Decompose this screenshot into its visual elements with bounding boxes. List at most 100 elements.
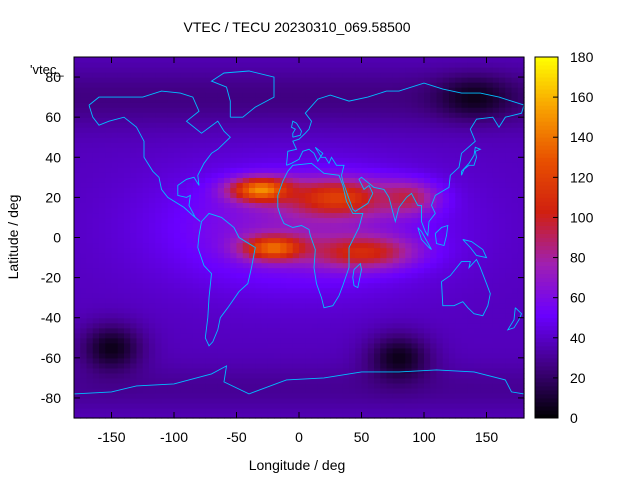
heatmap-cell bbox=[124, 72, 131, 78]
heatmap-cell bbox=[386, 287, 394, 294]
heatmap-cell bbox=[449, 177, 456, 183]
heatmap-cell bbox=[117, 332, 125, 339]
heatmap-cell bbox=[492, 247, 500, 254]
heatmap-cell bbox=[336, 102, 344, 108]
heatmap-cell bbox=[92, 117, 100, 123]
heatmap-cell bbox=[411, 292, 419, 299]
heatmap-cell bbox=[136, 387, 144, 394]
heatmap-cell bbox=[86, 137, 94, 143]
heatmap-cell bbox=[211, 117, 219, 123]
heatmap-cell bbox=[161, 367, 169, 374]
heatmap-cell bbox=[180, 392, 188, 399]
heatmap-cell bbox=[336, 332, 344, 339]
heatmap-cell bbox=[449, 62, 456, 68]
heatmap-cell bbox=[224, 412, 231, 419]
heatmap-cell bbox=[105, 382, 113, 389]
heatmap-cell bbox=[330, 192, 338, 198]
heatmap-cell bbox=[180, 62, 188, 68]
heatmap-cell bbox=[480, 157, 488, 163]
heatmap-cell bbox=[480, 97, 488, 103]
heatmap-cell bbox=[430, 192, 438, 198]
heatmap-cell bbox=[305, 147, 313, 153]
heatmap-cell bbox=[430, 347, 438, 354]
heatmap-cell bbox=[261, 342, 269, 349]
heatmap-cell bbox=[274, 132, 281, 138]
heatmap-cell bbox=[286, 167, 294, 173]
heatmap-cell bbox=[236, 242, 244, 249]
heatmap-cell bbox=[261, 187, 269, 193]
heatmap-cell bbox=[86, 217, 94, 224]
heatmap-cell bbox=[492, 412, 500, 419]
heatmap-cell bbox=[386, 122, 394, 128]
heatmap-cell bbox=[211, 67, 219, 73]
heatmap-cell bbox=[355, 357, 363, 364]
heatmap-cell bbox=[149, 282, 156, 289]
heatmap-cell bbox=[74, 192, 81, 198]
heatmap-cell bbox=[430, 237, 438, 244]
heatmap-cell bbox=[424, 207, 431, 214]
heatmap-cell bbox=[405, 362, 413, 369]
heatmap-cell bbox=[117, 212, 125, 219]
heatmap-cell bbox=[242, 217, 250, 224]
heatmap-cell bbox=[211, 297, 219, 304]
heatmap-cell bbox=[486, 212, 494, 219]
heatmap-cell bbox=[130, 162, 138, 168]
heatmap-cell bbox=[342, 292, 350, 299]
heatmap-cell bbox=[274, 322, 281, 329]
heatmap-cell bbox=[467, 392, 475, 399]
heatmap-cell bbox=[92, 132, 100, 138]
heatmap-cell bbox=[211, 92, 219, 98]
heatmap-cell bbox=[242, 267, 250, 274]
heatmap-cell bbox=[167, 272, 175, 279]
heatmap-cell bbox=[336, 382, 344, 389]
heatmap-cell bbox=[92, 127, 100, 133]
heatmap-cell bbox=[299, 237, 306, 244]
heatmap-cell bbox=[192, 337, 200, 344]
heatmap-cell bbox=[292, 227, 300, 234]
heatmap-cell bbox=[305, 402, 313, 409]
heatmap-cell bbox=[361, 257, 369, 264]
heatmap-cell bbox=[242, 162, 250, 168]
heatmap-cell bbox=[286, 352, 294, 359]
heatmap-cell bbox=[367, 377, 375, 384]
heatmap-cell bbox=[424, 157, 431, 163]
heatmap-cell bbox=[180, 377, 188, 384]
heatmap-cell bbox=[255, 327, 263, 334]
heatmap-cell bbox=[280, 132, 288, 138]
heatmap-cell bbox=[336, 117, 344, 123]
heatmap-cell bbox=[342, 282, 350, 289]
heatmap-cell bbox=[330, 337, 338, 344]
heatmap-cell bbox=[486, 147, 494, 153]
heatmap-cell bbox=[461, 112, 469, 118]
heatmap-cell bbox=[211, 367, 219, 374]
heatmap-cell bbox=[74, 262, 81, 269]
heatmap-cell bbox=[374, 117, 381, 123]
heatmap-cell bbox=[105, 322, 113, 329]
heatmap-cell bbox=[199, 67, 206, 73]
heatmap-cell bbox=[99, 122, 106, 128]
heatmap-cell bbox=[499, 182, 506, 188]
heatmap-cell bbox=[330, 152, 338, 158]
heatmap-cell bbox=[105, 57, 113, 63]
heatmap-cell bbox=[74, 327, 81, 334]
heatmap-cell bbox=[261, 292, 269, 299]
heatmap-cell bbox=[224, 302, 231, 309]
heatmap-cell bbox=[436, 197, 444, 203]
heatmap-cell bbox=[311, 362, 319, 369]
heatmap-cell bbox=[349, 67, 356, 73]
heatmap-cell bbox=[399, 127, 406, 133]
heatmap-cell bbox=[467, 322, 475, 329]
heatmap-cell bbox=[455, 147, 463, 153]
heatmap-cell bbox=[499, 142, 506, 148]
heatmap-cell bbox=[199, 312, 206, 319]
heatmap-cell bbox=[124, 322, 131, 329]
heatmap-cell bbox=[292, 312, 300, 319]
heatmap-cell bbox=[461, 222, 469, 229]
heatmap-cell bbox=[392, 292, 400, 299]
heatmap-cell bbox=[461, 212, 469, 219]
heatmap-cell bbox=[480, 252, 488, 259]
heatmap-cell bbox=[199, 402, 206, 409]
heatmap-cell bbox=[361, 237, 369, 244]
heatmap-cell bbox=[92, 287, 100, 294]
heatmap-cell bbox=[255, 322, 263, 329]
